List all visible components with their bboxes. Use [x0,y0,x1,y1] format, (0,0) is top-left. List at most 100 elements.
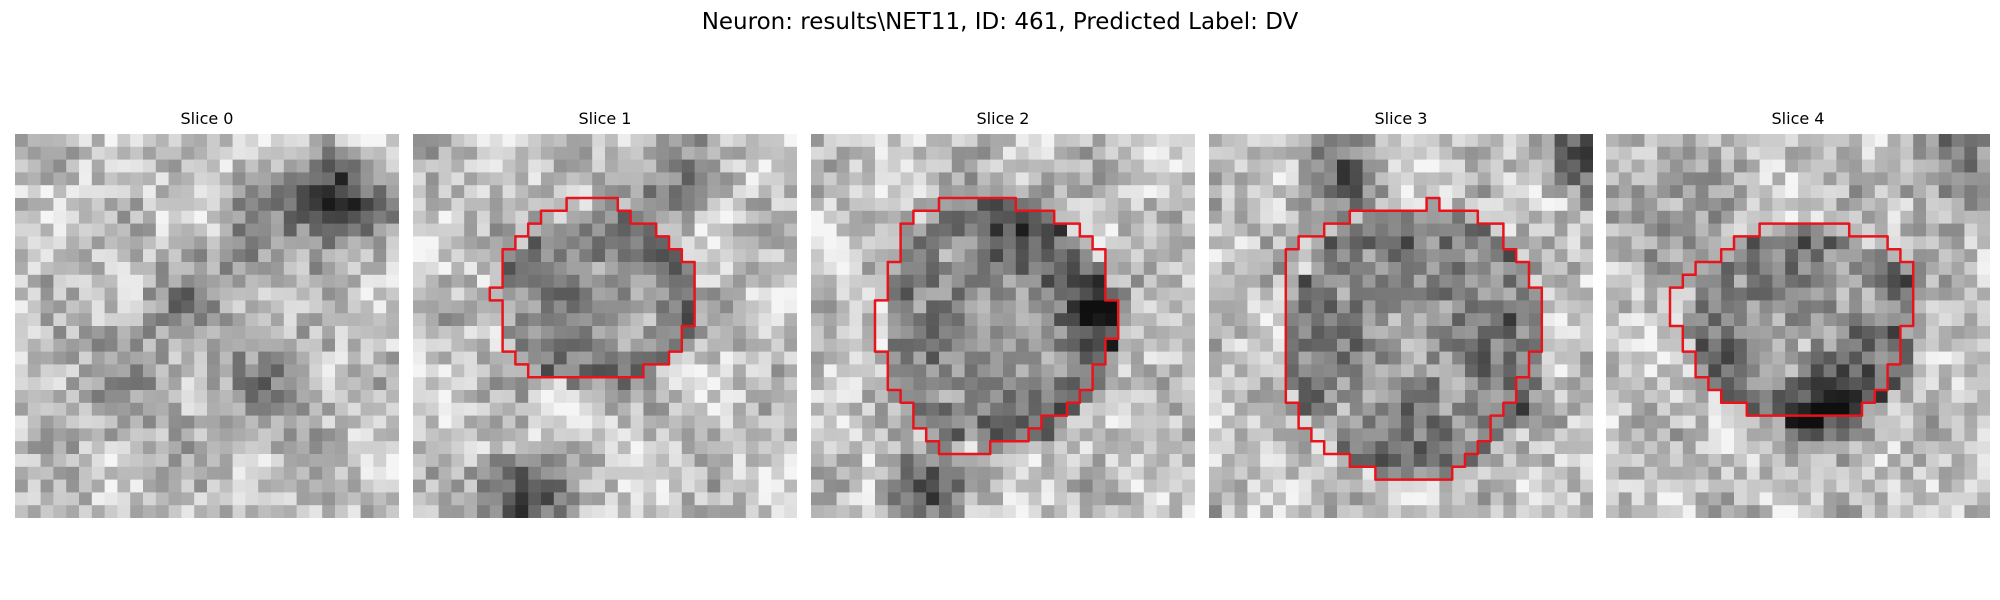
pixel [1644,185,1658,199]
pixel [1541,326,1555,340]
pixel [219,505,233,518]
pixel [1465,338,1479,352]
pixel [643,505,657,518]
pixel [194,479,208,493]
pixel [477,223,491,237]
pixel [1734,185,1748,199]
pixel [990,172,1004,186]
pixel [1426,300,1440,314]
pixel [1375,505,1389,518]
pixel [1798,146,1812,160]
pixel [451,466,465,480]
pixel [1567,262,1581,276]
pixel [219,146,233,160]
pixel [1337,454,1351,468]
pixel [758,377,772,391]
pixel [1529,454,1543,468]
pixel [1618,223,1632,237]
pixel [1810,492,1824,506]
pixel [117,210,131,224]
pixel [1554,210,1568,224]
pixel [425,313,439,327]
pixel [939,210,953,224]
pixel [1234,172,1248,186]
pixel [1721,390,1735,404]
pixel [1926,236,1940,250]
pixel [1759,274,1773,288]
pixel [964,249,978,263]
pixel [502,338,516,352]
pixel [720,223,734,237]
pixel [283,364,297,378]
pixel [1657,172,1671,186]
pixel [258,274,272,288]
pixel [1670,492,1684,506]
pixel [117,198,131,212]
pixel [1349,402,1363,416]
pixel [438,236,452,250]
pixel [681,338,695,352]
pixel [553,492,567,506]
pixel [553,505,567,518]
slice-image-2 [811,134,1195,518]
pixel [656,364,670,378]
pixel [438,287,452,301]
pixel [977,274,991,288]
pixel [1785,415,1799,429]
pixel [617,466,631,480]
pixel [1452,338,1466,352]
pixel [207,262,221,276]
pixel [1644,428,1658,442]
pixel [1810,415,1824,429]
pixel [913,236,927,250]
pixel [1631,377,1645,391]
pixel [1349,441,1363,455]
pixel [1003,428,1017,442]
pixel [168,492,182,506]
pixel [477,198,491,212]
pixel [1426,274,1440,288]
pixel [1028,262,1042,276]
pixel [1810,146,1824,160]
pixel [27,454,41,468]
pixel [939,428,953,442]
pixel [1426,479,1440,493]
pixel [643,134,657,148]
pixel [862,364,876,378]
pixel [1529,326,1543,340]
slice-title: Slice 1 [578,109,632,128]
pixel [219,249,233,263]
pixel [360,454,374,468]
pixel [630,236,644,250]
pixel [771,466,785,480]
pixel [1452,466,1466,480]
pixel [1349,390,1363,404]
pixel [1337,274,1351,288]
pixel [836,287,850,301]
pixel [617,390,631,404]
pixel [1209,249,1223,263]
pixel [1413,326,1427,340]
pixel [515,236,529,250]
pixel [926,146,940,160]
pixel [502,274,516,288]
pixel [143,262,157,276]
pixel [1182,185,1195,199]
pixel [155,492,169,506]
pixel [1490,300,1504,314]
pixel [1273,249,1287,263]
pixel [528,146,542,160]
pixel [720,274,734,288]
pixel [1657,402,1671,416]
pixel [1913,159,1927,173]
pixel [219,198,233,212]
pixel [413,415,427,429]
pixel [1131,505,1145,518]
pixel [1311,287,1325,301]
pixel [553,300,567,314]
pixel [1644,454,1658,468]
pixel [502,159,516,173]
pixel [1221,146,1235,160]
pixel [296,313,310,327]
pixel [155,364,169,378]
